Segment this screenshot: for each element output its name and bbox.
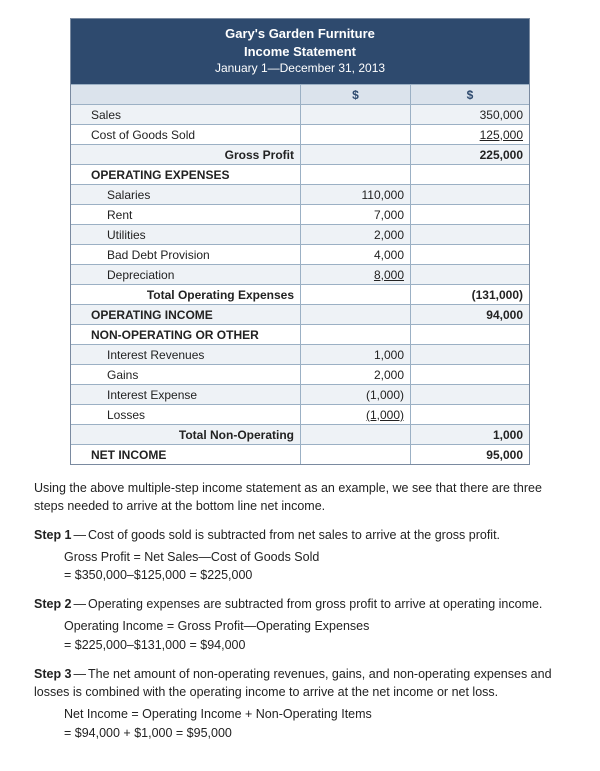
table-row: Cost of Goods Sold 125,000 [71,124,529,144]
table-row: Utilities2,000 [71,224,529,244]
row-col-2 [411,325,529,344]
table-row: NON-OPERATING OR OTHER [71,324,529,344]
table-row: OPERATING INCOME 94,000 [71,304,529,324]
currency-col-2: $ [411,85,529,104]
row-label: Utilities [71,225,301,244]
table-row: Interest Expense(1,000) [71,384,529,404]
row-label: OPERATING EXPENSES [71,165,301,184]
row-col-2: 350,000 [411,105,529,124]
row-col-1: (1,000) [301,385,411,404]
table-row: Salaries110,000 [71,184,529,204]
row-label: NET INCOME [71,445,301,464]
row-col-1 [301,125,411,144]
row-label: Losses [71,405,301,424]
row-label: Interest Revenues [71,345,301,364]
table-row: Rent7,000 [71,204,529,224]
row-col-2: 1,000 [411,425,529,444]
row-col-1: 4,000 [301,245,411,264]
step-text: Cost of goods sold is subtracted from ne… [88,528,500,542]
row-col-1: 110,000 [301,185,411,204]
step-calculation: Operating Income = Gross Profit—Operatin… [64,617,566,655]
statement-header: Gary's Garden Furniture Income Statement… [71,19,529,84]
row-col-1: 1,000 [301,345,411,364]
row-col-2 [411,345,529,364]
row-label: Rent [71,205,301,224]
row-label: Total Non-Operating [71,425,301,444]
row-col-1: 2,000 [301,365,411,384]
row-col-2 [411,405,529,424]
table-row: Gross Profit 225,000 [71,144,529,164]
row-col-1 [301,325,411,344]
table-row: Losses(1,000) [71,404,529,424]
row-col-1 [301,145,411,164]
row-label: Interest Expense [71,385,301,404]
row-col-1 [301,425,411,444]
row-col-1: 8,000 [301,265,411,284]
calc-formula: Operating Income = Gross Profit—Operatin… [64,617,566,636]
table-row: Depreciation8,000 [71,264,529,284]
row-col-2 [411,185,529,204]
table-row: Interest Revenues1,000 [71,344,529,364]
row-label: Depreciation [71,265,301,284]
row-col-1 [301,305,411,324]
row-col-2: (131,000) [411,285,529,304]
step-text: Operating expenses are subtracted from g… [88,597,542,611]
step-label: Step 2 [34,597,72,611]
row-label: Bad Debt Provision [71,245,301,264]
row-col-1: 2,000 [301,225,411,244]
statement-title: Income Statement [71,43,529,61]
row-col-2 [411,365,529,384]
row-label: OPERATING INCOME [71,305,301,324]
table-row: Sales 350,000 [71,104,529,124]
row-col-2: 225,000 [411,145,529,164]
row-label: NON-OPERATING OR OTHER [71,325,301,344]
row-label: Total Operating Expenses [71,285,301,304]
row-label: Sales [71,105,301,124]
row-col-2 [411,205,529,224]
row-col-2 [411,225,529,244]
row-col-2 [411,245,529,264]
step-calculation: Net Income = Operating Income + Non-Oper… [64,705,566,743]
row-col-1 [301,165,411,184]
calc-formula: Net Income = Operating Income + Non-Oper… [64,705,566,724]
row-col-1 [301,285,411,304]
income-statement-table: Gary's Garden Furniture Income Statement… [70,18,530,465]
calc-result: = $225,000–$131,000 = $94,000 [64,636,566,655]
row-col-2 [411,265,529,284]
row-col-1: (1,000) [301,405,411,424]
step-description: Step 1—Cost of goods sold is subtracted … [34,526,566,544]
row-col-2: 95,000 [411,445,529,464]
row-col-2 [411,385,529,404]
step-description: Step 2—Operating expenses are subtracted… [34,595,566,613]
row-col-2: 125,000 [411,125,529,144]
step-calculation: Gross Profit = Net Sales—Cost of Goods S… [64,548,566,586]
table-row: Gains2,000 [71,364,529,384]
step-label: Step 3 [34,667,72,681]
calc-formula: Gross Profit = Net Sales—Cost of Goods S… [64,548,566,567]
row-label: Gross Profit [71,145,301,164]
row-label: Gains [71,365,301,384]
row-col-1: 7,000 [301,205,411,224]
row-col-2 [411,165,529,184]
row-label: Salaries [71,185,301,204]
currency-header-row: $ $ [71,84,529,104]
step-description: Step 3—The net amount of non-operating r… [34,665,566,701]
currency-col-1: $ [301,85,411,104]
calc-result: = $94,000 + $1,000 = $95,000 [64,724,566,743]
table-row: Total Non-Operating 1,000 [71,424,529,444]
row-col-1 [301,445,411,464]
table-row: OPERATING EXPENSES [71,164,529,184]
row-label: Cost of Goods Sold [71,125,301,144]
table-row: Total Operating Expenses (131,000) [71,284,529,304]
step-label: Step 1 [34,528,72,542]
calc-result: = $350,000–$125,000 = $225,000 [64,566,566,585]
row-col-1 [301,105,411,124]
company-name: Gary's Garden Furniture [71,25,529,43]
step-text: The net amount of non-operating revenues… [34,667,552,699]
row-col-2: 94,000 [411,305,529,324]
table-row: NET INCOME 95,000 [71,444,529,464]
statement-period: January 1—December 31, 2013 [71,60,529,76]
intro-text: Using the above multiple-step income sta… [34,479,566,515]
table-row: Bad Debt Provision4,000 [71,244,529,264]
